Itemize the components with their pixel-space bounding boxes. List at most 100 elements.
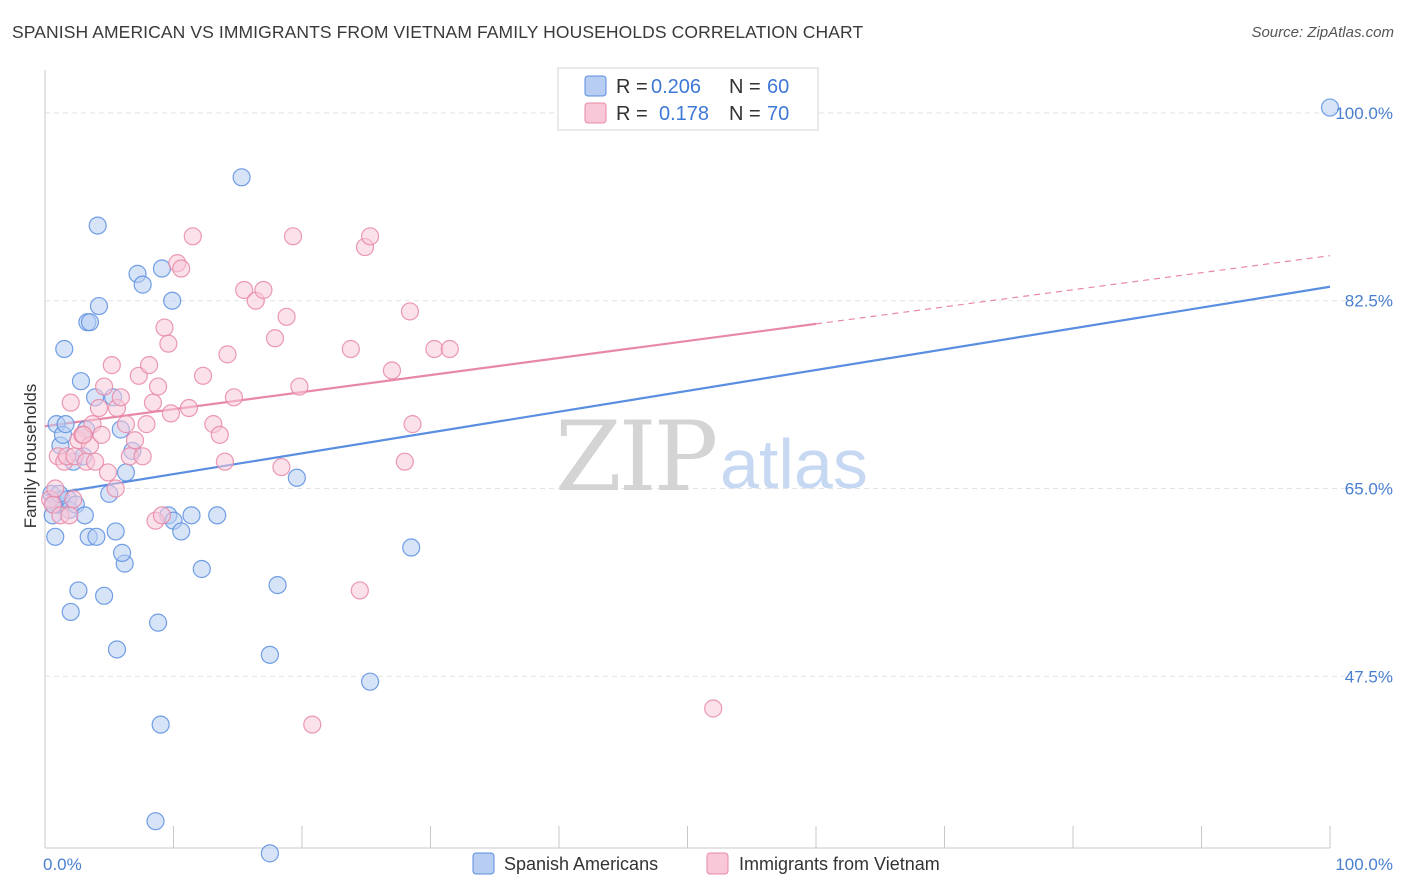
series-1-point-43: [193, 366, 213, 385]
series-0-point-28: [106, 522, 125, 541]
series-0-point-49: [260, 645, 279, 664]
legend-n-label-2: N =: [729, 103, 761, 125]
series-0-point-16: [71, 372, 91, 391]
legend-swatch-immigrants-vietnam: [584, 102, 607, 124]
series-0-point-38: [148, 613, 168, 632]
series-1-point-69: [74, 425, 93, 444]
series-1-point-40: [172, 259, 191, 278]
series-1-point-51: [254, 280, 273, 300]
watermark-zip: ZIP: [555, 401, 716, 513]
series-0-point-8: [55, 339, 74, 359]
series-0-point-51: [287, 468, 306, 487]
trend-line-0: [44, 285, 1331, 497]
legend-r-value-2: 0.178: [659, 103, 709, 125]
series-1-point-24: [111, 388, 130, 407]
series-1-point-32: [143, 393, 163, 412]
series-1-point-53: [277, 307, 296, 326]
legend-n-value-1: 60: [767, 76, 789, 98]
series-0-point-24: [88, 216, 107, 235]
bottom-legend-label-spanish-americans: Spanish Americans: [504, 854, 658, 874]
series-1-point-19: [95, 377, 114, 396]
legend-swatch-spanish-americans: [584, 75, 607, 97]
y-tick-label-0: 47.5%: [1345, 667, 1393, 686]
legend-box: R = 0.206 N = 60 R = 0.178 N = 70: [557, 67, 819, 131]
series-1-point-68: [704, 699, 723, 718]
series-1-point-45: [210, 425, 229, 444]
series-1-point-27: [125, 431, 145, 450]
series-1-point-35: [152, 506, 172, 525]
series-0-point-59: [192, 559, 211, 579]
series-1-point-9: [64, 490, 83, 509]
series-0-point-12: [61, 602, 80, 622]
series-1-point-57: [303, 715, 322, 734]
legend-n-value-2: 70: [767, 103, 789, 125]
series-0-point-50: [268, 575, 287, 595]
bottom-legend-label-immigrants-vietnam: Immigrants from Vietnam: [739, 854, 940, 874]
series-1-point-37: [159, 334, 178, 353]
series-0-point-44: [172, 522, 191, 541]
series-1-point-52: [265, 329, 285, 348]
series-1-point-30: [137, 415, 156, 434]
series-0-point-40: [152, 259, 172, 278]
series-1-point-34: [148, 377, 168, 396]
series-1-point-67: [440, 339, 459, 359]
series-1-point-56: [290, 377, 309, 396]
series-1-point-42: [183, 227, 202, 246]
series-0-point-23: [87, 527, 106, 546]
series-0-point-58: [112, 543, 132, 562]
legend-r-value-1: 0.206: [651, 76, 701, 98]
series-0-point-33: [116, 463, 136, 482]
series-1-point-38: [161, 404, 181, 423]
y-tick-label-2: 82.5%: [1345, 292, 1393, 311]
series-0-point-46: [208, 506, 227, 525]
series-0-point-2: [46, 527, 65, 546]
source-label: Source: ZipAtlas.com: [1251, 24, 1394, 41]
series-0-point-52: [361, 672, 380, 691]
grid-lines: [45, 112, 1390, 677]
series-1-point-55: [283, 227, 303, 246]
series-1-point-17: [89, 398, 109, 418]
series-1-point-48: [224, 388, 243, 407]
series-0-point-30: [107, 640, 127, 659]
series-0-point-9: [56, 415, 75, 434]
y-tick-label-1: 65.0%: [1345, 480, 1393, 499]
series-1-point-46: [215, 452, 234, 471]
series-1-point-65: [403, 415, 422, 434]
series-0-point-57: [75, 506, 94, 525]
series-1-point-21: [102, 356, 121, 375]
series-0-point-45: [182, 506, 201, 525]
watermark: ZIP atlas: [555, 401, 868, 513]
series-0-point-15: [69, 581, 88, 600]
bottom-legend-swatch-spanish-americans: [472, 852, 495, 875]
series-1-point-16: [86, 452, 105, 471]
series-1-point-31: [139, 356, 159, 375]
series-1-point-64: [400, 302, 420, 321]
series-0-point-36: [133, 275, 152, 294]
y-axis-label: Family Households: [21, 384, 40, 529]
series-1-point-2: [46, 479, 65, 498]
series-1-point-36: [155, 318, 174, 337]
series-1-points: [41, 227, 723, 734]
series-0-point-54: [1320, 98, 1340, 117]
legend-r-label-1: R =: [616, 76, 648, 98]
series-1-point-66: [425, 339, 444, 359]
series-1-point-61: [361, 227, 380, 246]
series-1-point-25: [116, 415, 136, 434]
x-tick-label-min: 0.0%: [43, 855, 82, 874]
data-points: [41, 98, 1340, 863]
series-0-point-26: [95, 586, 114, 605]
series-1-point-49: [235, 280, 254, 300]
series-1-point-8: [61, 393, 80, 412]
series-1-point-47: [218, 345, 237, 364]
series-1-point-23: [106, 479, 125, 498]
x-tick-labels: 0.0% 100.0%: [43, 855, 1393, 874]
series-1-point-41: [179, 398, 199, 418]
series-0-point-48: [260, 844, 279, 863]
series-1-point-54: [272, 457, 291, 477]
series-1-point-59: [350, 581, 369, 600]
x-tick-label-max: 100.0%: [1335, 855, 1393, 874]
series-1-point-29: [133, 447, 152, 466]
y-tick-label-3: 100.0%: [1335, 104, 1393, 123]
legend-r-label-2: R =: [616, 103, 648, 125]
